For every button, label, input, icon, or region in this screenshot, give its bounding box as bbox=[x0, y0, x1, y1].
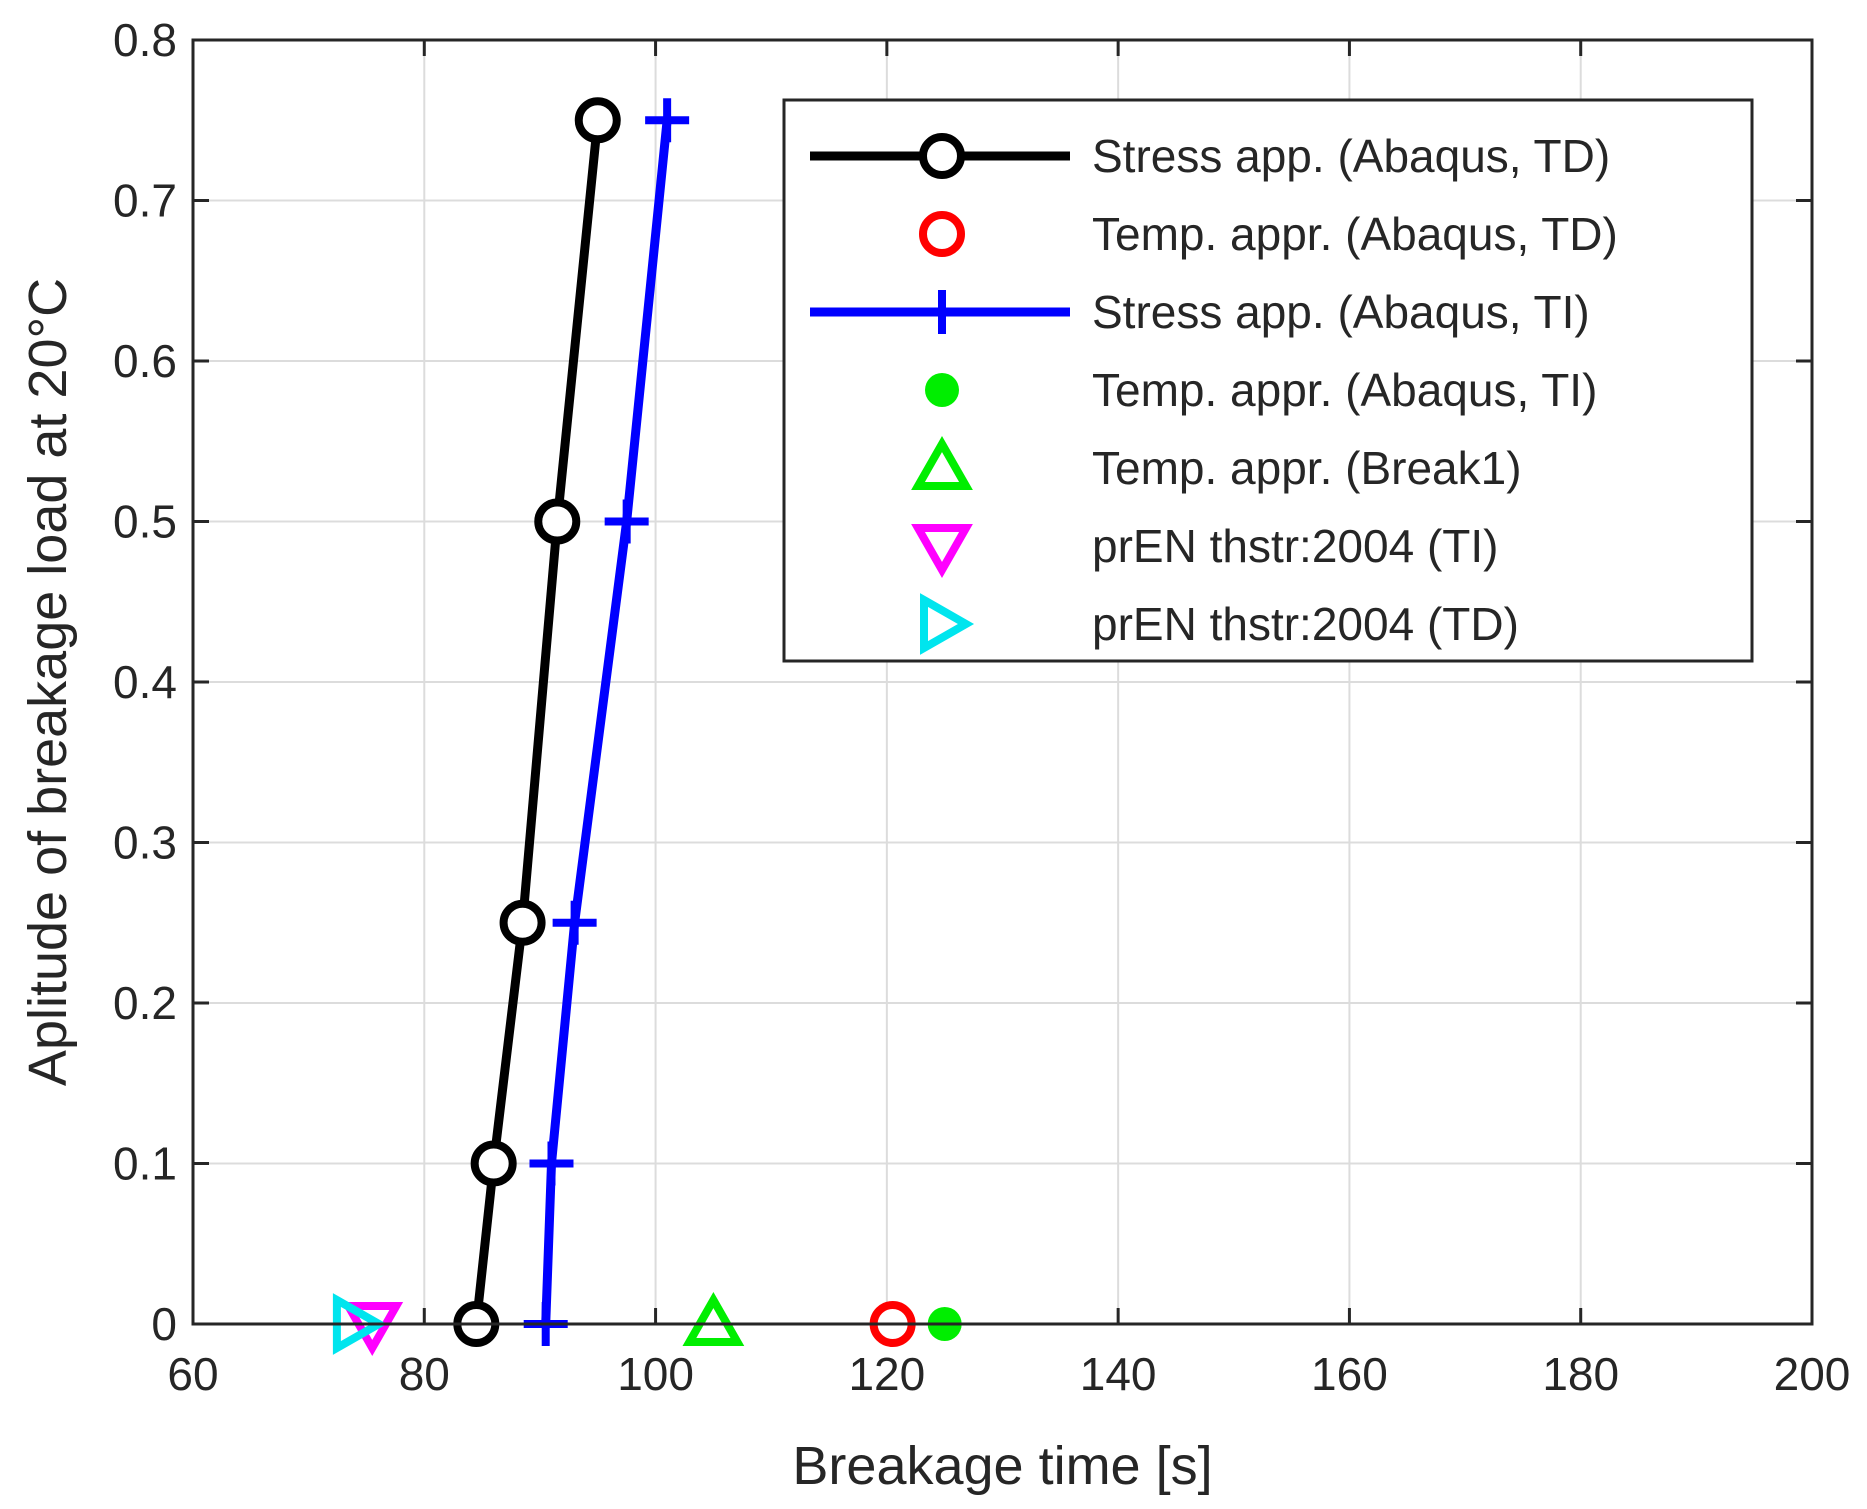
axis-ticks: 60 80 100 120 140 160 180 200 0 0.1 0.2 0.3 0.4 0.5 0.… bbox=[113, 14, 1850, 1400]
legend-entry: Stress app. (Abaqus, TD) bbox=[810, 130, 1610, 182]
x-tick-label: 180 bbox=[1542, 1348, 1619, 1400]
x-axis-label: Breakage time [s] bbox=[792, 1436, 1212, 1496]
plus-marker bbox=[529, 1141, 574, 1186]
x-tick-label: 80 bbox=[399, 1348, 450, 1400]
series-6 bbox=[341, 1302, 404, 1357]
plus-marker bbox=[604, 499, 649, 544]
x-tick-label: 60 bbox=[167, 1348, 218, 1400]
legend-entry: Temp. appr. (Abaqus, TD) bbox=[919, 208, 1618, 260]
triangle-down-marker bbox=[911, 524, 973, 579]
legend-entry: prEN thstr:2004 (TI) bbox=[911, 520, 1498, 579]
y-tick-label: 0.3 bbox=[113, 817, 177, 869]
y-tick-label: 0.7 bbox=[113, 175, 177, 227]
circle-marker bbox=[534, 498, 581, 545]
y-tick-label: 0 bbox=[151, 1298, 177, 1350]
dot-marker bbox=[925, 373, 959, 407]
circle-marker bbox=[499, 899, 546, 946]
y-axis-label: Aplitude of breakage load at 20°C bbox=[18, 278, 78, 1086]
series-3 bbox=[523, 98, 690, 1346]
x-tick-label: 100 bbox=[617, 1348, 694, 1400]
circle-marker bbox=[919, 211, 965, 257]
x-tick-label: 200 bbox=[1774, 1348, 1851, 1400]
legend-entry: Temp. appr. (Break1) bbox=[911, 435, 1522, 494]
circle-marker bbox=[470, 1140, 517, 1187]
legend-entry: prEN thstr:2004 (TD) bbox=[920, 593, 1519, 655]
legend-label: Stress app. (Abaqus, TD) bbox=[1092, 130, 1610, 182]
y-tick-label: 0.2 bbox=[113, 977, 177, 1029]
y-tick-label: 0.6 bbox=[113, 335, 177, 387]
triangle-up-marker bbox=[911, 435, 973, 490]
legend-entry: Stress app. (Abaqus, TI) bbox=[810, 286, 1590, 338]
series-1 bbox=[453, 97, 621, 1347]
circle-marker bbox=[919, 133, 965, 179]
plus-marker bbox=[920, 290, 964, 334]
triangle-down-marker bbox=[341, 1302, 404, 1357]
plus-marker bbox=[645, 98, 690, 143]
legend-label: Stress app. (Abaqus, TI) bbox=[1092, 286, 1590, 338]
triangle-right-marker bbox=[920, 593, 975, 655]
y-tick-label: 0.8 bbox=[113, 14, 177, 66]
triangle-up-marker bbox=[682, 1291, 745, 1346]
y-tick-label: 0.4 bbox=[113, 656, 177, 708]
legend-label: prEN thstr:2004 (TI) bbox=[1092, 520, 1498, 572]
plot-frame bbox=[191, 38, 1814, 1326]
legend-entry: Temp. appr. (Abaqus, TI) bbox=[925, 364, 1597, 416]
legend: Stress app. (Abaqus, TD) Temp. appr. (Aba… bbox=[782, 98, 1754, 663]
y-tick-label: 0.5 bbox=[113, 496, 177, 548]
y-tick-label: 0.1 bbox=[113, 1138, 177, 1190]
circle-marker bbox=[574, 97, 621, 144]
series-5 bbox=[682, 1291, 745, 1346]
x-tick-label: 120 bbox=[848, 1348, 925, 1400]
legend-label: Temp. appr. (Break1) bbox=[1092, 442, 1522, 494]
x-tick-label: 140 bbox=[1080, 1348, 1157, 1400]
legend-label: Temp. appr. (Abaqus, TI) bbox=[1092, 364, 1597, 416]
legend-label: Temp. appr. (Abaqus, TD) bbox=[1092, 208, 1618, 260]
legend-label: prEN thstr:2004 (TD) bbox=[1092, 598, 1519, 650]
x-tick-label: 160 bbox=[1311, 1348, 1388, 1400]
plus-marker bbox=[552, 900, 597, 945]
